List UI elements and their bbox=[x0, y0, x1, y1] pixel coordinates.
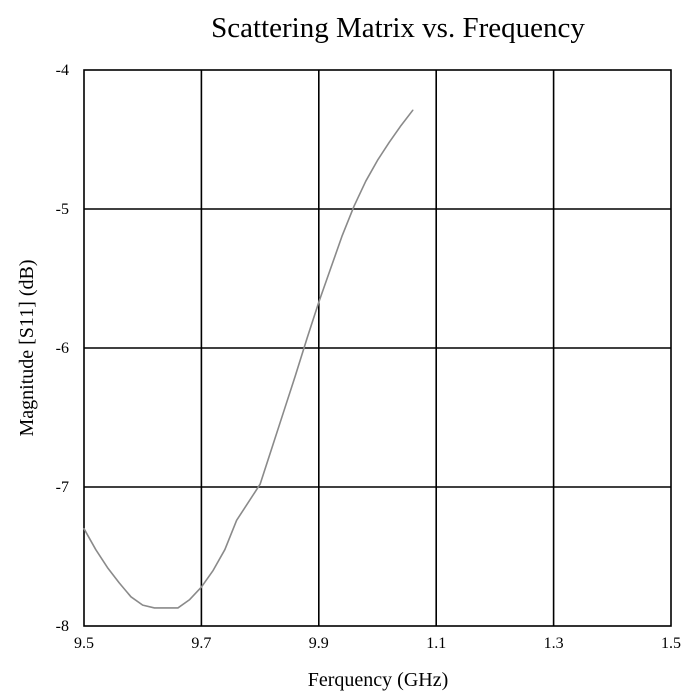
y-tick-label: -8 bbox=[56, 618, 69, 635]
s11-magnitude-line bbox=[83, 109, 414, 609]
x-tick-label: 1.5 bbox=[661, 635, 681, 652]
chart-title: Scattering Matrix vs. Frequency bbox=[211, 12, 585, 44]
x-tick-label: 1.3 bbox=[544, 635, 564, 652]
x-tick-label: 9.7 bbox=[191, 635, 211, 652]
y-tick-label: -7 bbox=[56, 479, 69, 496]
x-axis-label: Ferquency (GHz) bbox=[308, 669, 449, 691]
plot-area-frame bbox=[83, 69, 672, 627]
y-tick-label: -6 bbox=[56, 340, 69, 357]
y-tick-labels: -4 -5 -6 -7 -8 bbox=[56, 62, 69, 635]
x-tick-labels: 9.5 9.7 9.9 1.1 1.3 1.5 bbox=[74, 635, 681, 652]
x-tick-label: 9.9 bbox=[309, 635, 329, 652]
x-tick-label: 9.5 bbox=[74, 635, 94, 652]
x-tick-label: 1.1 bbox=[426, 635, 446, 652]
y-tick-label: -5 bbox=[56, 201, 69, 218]
grid-lines bbox=[84, 70, 671, 626]
y-tick-label: -4 bbox=[56, 62, 69, 79]
y-axis-label: Magnitude [S11] (dB) bbox=[16, 259, 38, 436]
